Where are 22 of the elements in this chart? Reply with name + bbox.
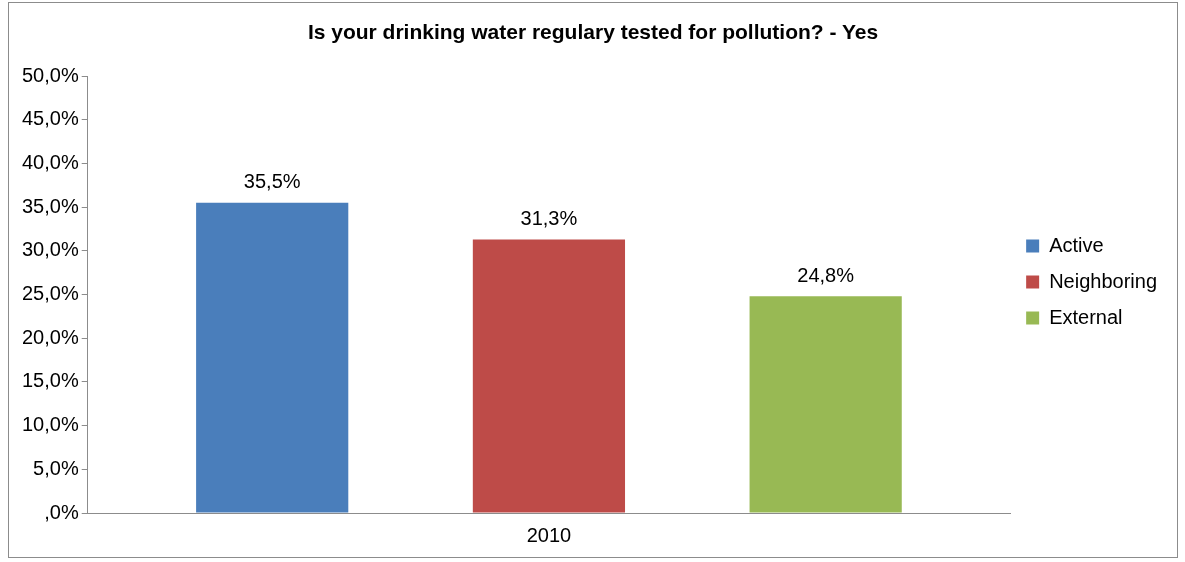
y-tick-label: 40,0% [21, 151, 79, 174]
data-label: 24,8% [797, 263, 855, 286]
y-tick-label: ,0% [44, 500, 79, 523]
chart-title: Is your drinking water regulary tested for pollution? - Yes [307, 20, 879, 44]
y-tick-label: 10,0% [21, 413, 79, 436]
y-tick-label: 50,0% [21, 63, 79, 86]
y-tick-label: 20,0% [21, 325, 79, 348]
legend-label: Neighboring [1049, 269, 1158, 292]
y-tick-label: 25,0% [21, 282, 79, 305]
bar [196, 202, 349, 513]
y-tick-label: 15,0% [21, 369, 79, 392]
y-tick-label: 5,0% [33, 456, 79, 479]
legend-label: External [1049, 305, 1123, 328]
legend-label: Active [1049, 233, 1104, 256]
bar [749, 296, 902, 513]
data-label: 31,3% [520, 207, 578, 230]
y-tick-label: 30,0% [21, 238, 79, 261]
x-tick-label: 2010 [526, 523, 572, 546]
y-tick-label: 35,0% [21, 194, 79, 217]
data-label: 35,5% [243, 170, 301, 193]
bar [472, 239, 626, 513]
y-tick-label: 45,0% [21, 107, 79, 130]
